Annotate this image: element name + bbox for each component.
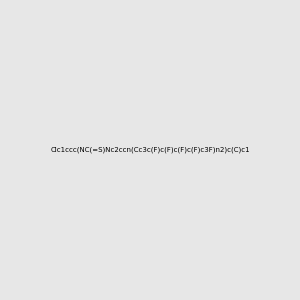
Text: Clc1ccc(NC(=S)Nc2ccn(Cc3c(F)c(F)c(F)c(F)c3F)n2)c(C)c1: Clc1ccc(NC(=S)Nc2ccn(Cc3c(F)c(F)c(F)c(F)…: [50, 147, 250, 153]
